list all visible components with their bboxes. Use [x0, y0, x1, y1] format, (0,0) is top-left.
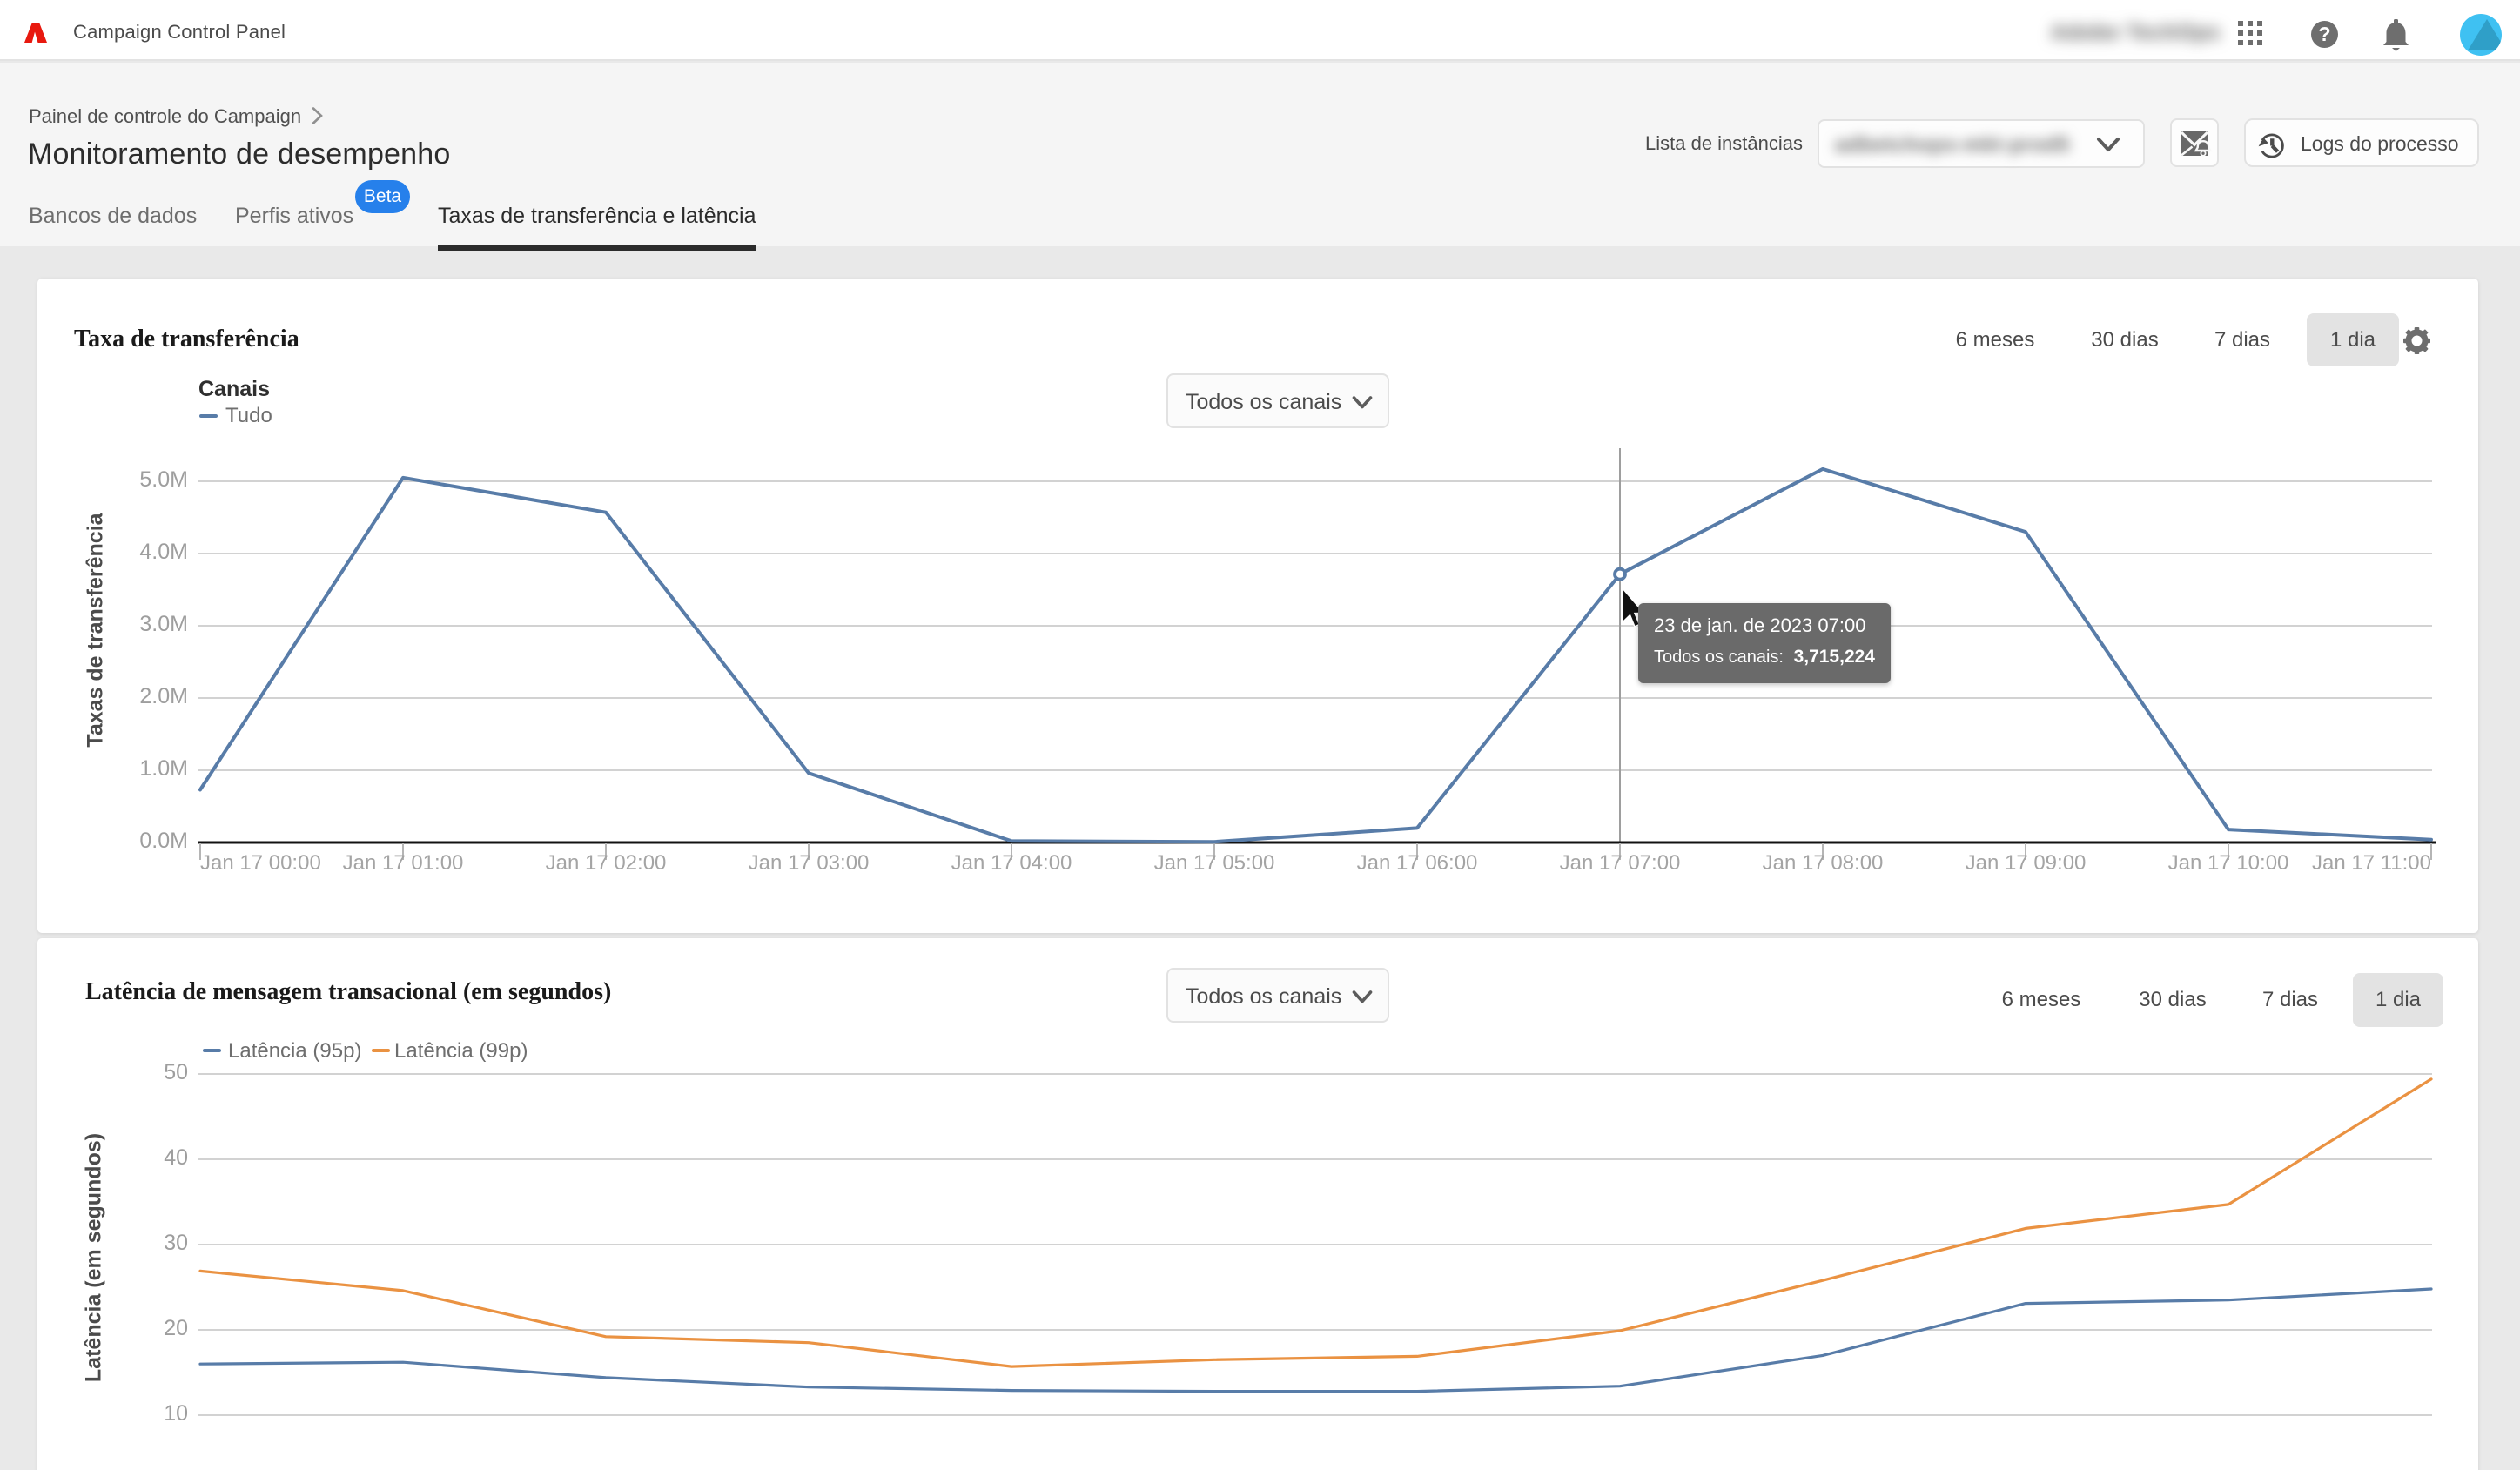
- svg-text:?: ?: [2318, 23, 2330, 45]
